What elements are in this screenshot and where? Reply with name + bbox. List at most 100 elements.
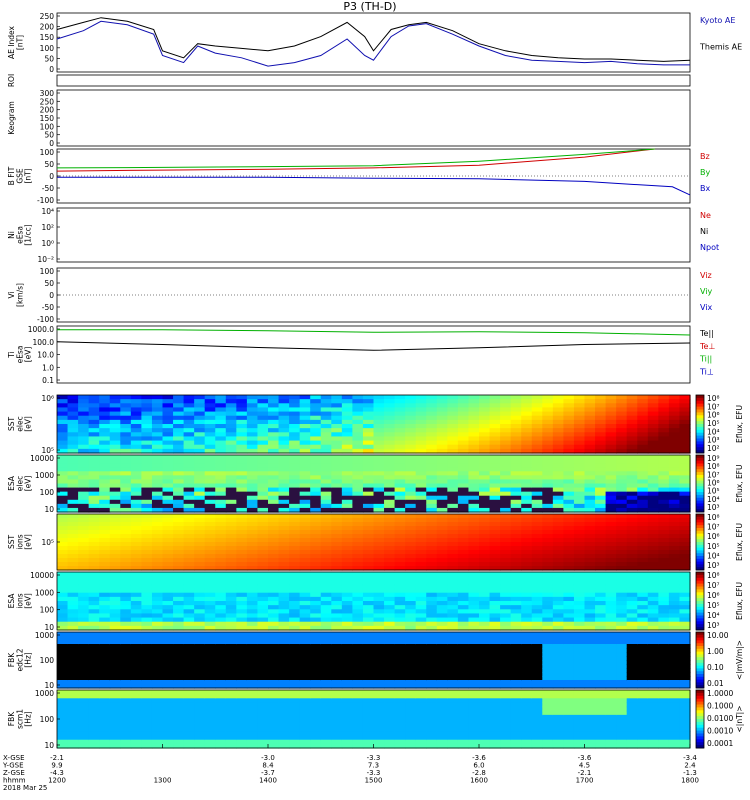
fbke-spectrogram-cell [151,664,164,669]
esai-spectrogram-cell [341,576,353,581]
esai-spectrogram-cell [141,596,153,602]
esai-spectrogram-cell [331,572,343,577]
esai-spectrogram-cell [78,572,90,577]
esai-spectrogram-cell [552,605,564,610]
esai-spectrogram-cell [394,580,406,586]
fbke-spectrogram-cell [479,636,491,641]
esai-spectrogram-cell [99,576,111,581]
esai-spectrogram-cell [289,617,301,623]
ssti-spectrogram-cell [658,518,670,523]
esae-spectrogram-cell [310,459,322,464]
esai-spectrogram-cell [320,596,332,602]
esae-spectrogram-cell [225,455,237,460]
esai-spectrogram-cell [268,601,280,606]
fbkb-spectrogram-cell [394,702,406,708]
sste-spectrogram-cell [67,403,79,409]
ti-panel-frame [56,325,691,384]
esae-spectrogram-cell [384,503,396,509]
fbke-spectrogram-cell [468,656,480,661]
esae-colorbar-swatch [696,503,704,507]
esai-spectrogram-cell [658,572,670,577]
ssti-spectrogram-cell [563,542,575,547]
esai-spectrogram-cell [194,613,206,619]
sste-spectrogram-cell [521,428,533,433]
esai-spectrogram-cell [204,621,216,627]
esae-spectrogram-cell [194,495,206,501]
fbkb-spectrogram-cell [373,719,385,724]
fbke-spectrogram-cell [362,648,375,653]
ssti-spectrogram-cell [373,534,385,539]
sste-spectrogram-cell [479,448,491,454]
esai-spectrogram-cell [426,625,438,631]
ssti-spectrogram-cell [468,526,480,531]
esai-spectrogram-cell [426,592,438,598]
sste-spectrogram-cell [647,424,659,429]
sste-spectrogram-cell [362,399,375,404]
fbke-spectrogram-cell [141,684,153,689]
esae-spectrogram-cell [394,487,406,493]
fbke-spectrogram-cell [373,676,385,681]
fbkb-spectrogram-cell [278,739,290,745]
fbke-spectrogram-cell [405,648,417,653]
esae-spectrogram-cell [436,459,448,464]
fbke-spectrogram-cell [268,632,280,637]
sste-spectrogram-cell [563,424,575,429]
sste-spectrogram-cell [616,436,628,442]
esae-spectrogram-cell [320,471,332,476]
esai-spectrogram-cell [573,596,586,602]
esae-spectrogram-cell [542,475,554,481]
sste-spectrogram-cell [236,407,248,413]
sste-spectrogram-cell [436,428,448,433]
sste-spectrogram-cell [194,411,206,417]
esai-colorbar-tick: 10⁴ [707,611,720,620]
esai-spectrogram-cell [668,601,681,606]
fbke-spectrogram-cell [479,644,491,649]
fbke-spectrogram-cell [584,684,596,689]
fbke-spectrogram-cell [447,648,459,653]
esae-spectrogram-cell [626,455,638,460]
fbkb-spectrogram-cell [225,743,237,749]
esai-spectrogram-cell [151,605,164,610]
esae-spectrogram-cell [341,479,353,485]
fbke-spectrogram-cell [626,668,638,673]
esai-spectrogram-cell [626,580,638,586]
fbkb-spectrogram-cell [151,735,164,741]
sste-spectrogram-cell [447,411,459,417]
sste-spectrogram-cell [521,448,533,454]
ssti-spectrogram-cell [489,514,501,519]
fbke-spectrogram-cell [394,680,406,685]
esai-spectrogram-cell [658,580,670,586]
fbkb-spectrogram-cell [384,735,396,741]
sste-spectrogram-cell [668,440,681,446]
fbke-spectrogram-cell [563,676,575,681]
sste-spectrogram-cell [278,424,290,429]
fbkb-spectrogram-cell [394,719,406,724]
esae-spectrogram-cell [679,483,691,489]
fbke-ylabel-line: [Hz] [24,652,33,668]
sste-spectrogram-cell [415,444,427,450]
ssti-spectrogram-cell [173,558,185,563]
esae-ytick-label: 10000 [30,454,54,463]
esai-spectrogram-cell [215,601,227,606]
esai-spectrogram-cell [436,613,448,619]
fbkb-spectrogram-cell [310,702,322,708]
esae-spectrogram-cell [542,459,554,464]
fbke-spectrogram-cell [626,632,638,637]
esae-spectrogram-cell [141,463,153,468]
esai-spectrogram-cell [236,576,248,581]
ssti-spectrogram-cell [67,522,79,527]
esai-colorbar-tick: 10⁷ [707,581,720,590]
ssti-spectrogram-cell [120,550,132,555]
esai-spectrogram-cell [320,605,332,610]
fbke-spectrogram-cell [236,652,248,657]
esai-spectrogram-cell [405,605,417,610]
fbke-spectrogram-cell [109,656,121,661]
esai-spectrogram-cell [584,609,596,615]
esai-spectrogram-cell [299,576,311,581]
esae-spectrogram-cell [373,475,385,481]
ssti-colorbar-swatch [696,519,704,523]
sste-spectrogram-cell [88,411,100,417]
esai-spectrogram-cell [584,596,596,602]
ssti-spectrogram-cell [647,538,659,543]
fbke-spectrogram-cell [194,672,206,677]
